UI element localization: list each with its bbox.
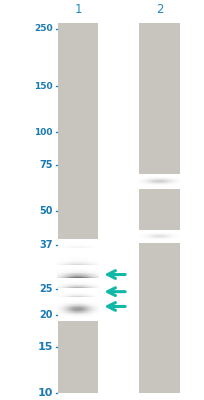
Text: 150: 150 <box>34 82 52 91</box>
Text: 37: 37 <box>39 240 52 250</box>
Text: 1: 1 <box>74 3 81 16</box>
Text: 50: 50 <box>39 206 52 216</box>
Text: 75: 75 <box>39 160 52 170</box>
Text: 10: 10 <box>37 388 52 398</box>
Text: 100: 100 <box>34 128 52 137</box>
Text: 25: 25 <box>39 284 52 294</box>
Bar <box>57 23 98 393</box>
Text: 15: 15 <box>37 342 52 352</box>
Text: 2: 2 <box>155 3 162 16</box>
Bar <box>139 23 179 393</box>
Text: 20: 20 <box>39 310 52 320</box>
Text: 250: 250 <box>34 24 52 33</box>
